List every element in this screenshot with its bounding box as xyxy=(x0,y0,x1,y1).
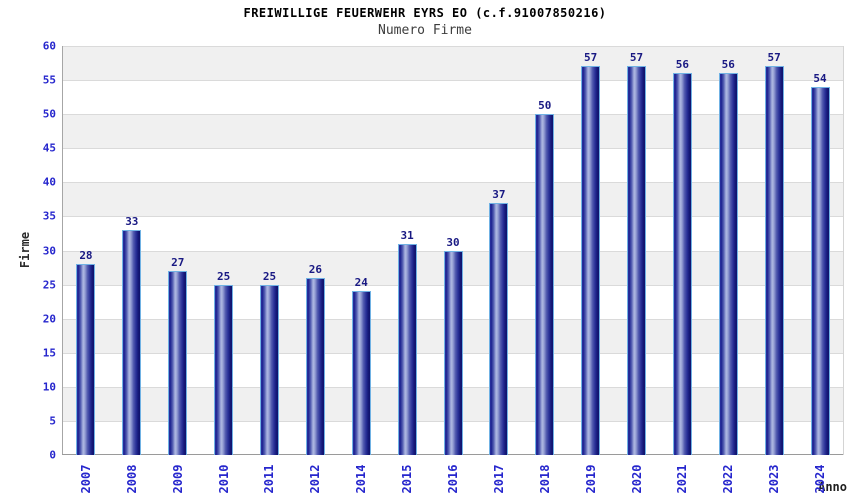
chart-subtitle: Numero Firme xyxy=(378,23,472,38)
x-tick-label-2016: 2016 xyxy=(446,464,460,494)
bar-value-label: 57 xyxy=(629,51,644,65)
y-tick-label: 10 xyxy=(42,380,56,394)
bar-value-label: 54 xyxy=(813,71,827,85)
bar-2011 xyxy=(259,284,279,455)
y-tick-label: 35 xyxy=(42,209,56,223)
chart-title: FREIWILLIGE FEUERWEHR EYRS EO (c.f.91007… xyxy=(243,6,607,20)
bar-value-label: 27 xyxy=(171,255,185,269)
gridline-y-55 xyxy=(63,80,843,82)
x-tick-label-2017: 2017 xyxy=(491,464,506,494)
bar-value-label: 50 xyxy=(538,99,552,113)
bar-value-label: 26 xyxy=(308,262,322,276)
gridline-y-45 xyxy=(63,148,843,150)
x-tick-label-2009: 2009 xyxy=(170,464,185,494)
plot-band xyxy=(63,182,843,217)
x-tick-label-2024: 2024 xyxy=(813,464,828,494)
bar-2017 xyxy=(489,202,509,455)
bar-value-label: 30 xyxy=(446,235,460,249)
bar-2009 xyxy=(168,270,188,455)
bar-value-label: 28 xyxy=(79,249,93,263)
y-tick-label: 20 xyxy=(42,312,56,326)
bar-value-label: 31 xyxy=(400,228,414,242)
gridline-y-35 xyxy=(63,216,843,218)
bar-2020 xyxy=(627,66,647,455)
y-tick-label: 60 xyxy=(42,39,56,53)
gridline-y-40 xyxy=(63,182,843,184)
bar-2012 xyxy=(305,277,325,455)
bar-2008 xyxy=(122,230,142,455)
x-tick-label-2014: 2014 xyxy=(354,464,369,494)
bar-2024 xyxy=(810,86,830,455)
plot-area: 28 33 27 25 25 26 24 31 30 37 50 57 57 56 56 57 54 xyxy=(62,46,844,455)
bar-2022 xyxy=(718,73,738,455)
x-tick-label-2011: 2011 xyxy=(262,464,277,494)
y-tick-label: 45 xyxy=(42,141,56,155)
x-tick-label-2010: 2010 xyxy=(216,464,231,494)
y-tick-label: 40 xyxy=(42,175,56,189)
bar-value-label: 25 xyxy=(216,269,231,283)
x-tick-label-2021: 2021 xyxy=(675,464,690,494)
x-axis-title: Anno xyxy=(818,480,847,494)
bar-value-label: 33 xyxy=(125,215,139,229)
plot-band xyxy=(63,114,843,149)
bar-2010 xyxy=(214,284,234,455)
x-tick-label-2015: 2015 xyxy=(400,464,415,494)
x-tick-label-2012: 2012 xyxy=(308,464,323,494)
bar-value-label: 37 xyxy=(492,187,506,201)
bar-2018 xyxy=(535,114,555,455)
x-tick-label-2022: 2022 xyxy=(721,464,736,494)
x-tick-label-2023: 2023 xyxy=(767,464,782,494)
bar-2016 xyxy=(443,250,463,455)
gridline-y-60 xyxy=(63,46,843,47)
x-tick-label-2007: 2007 xyxy=(78,464,93,494)
y-tick-label: 15 xyxy=(42,346,56,360)
y-axis-line xyxy=(62,46,63,455)
bar-2023 xyxy=(764,66,784,455)
y-tick-label: 55 xyxy=(42,73,56,87)
bar-2014 xyxy=(351,291,371,455)
bar-2019 xyxy=(581,66,601,455)
bar-value-label: 56 xyxy=(721,58,735,72)
bar-value-label: 56 xyxy=(675,58,690,72)
bar-value-label: 57 xyxy=(767,51,781,65)
bar-value-label: 24 xyxy=(354,276,368,290)
gridline-y-50 xyxy=(63,114,843,116)
bar-2015 xyxy=(397,243,417,455)
x-tick-label-2020: 2020 xyxy=(629,464,644,494)
x-tick-label-2008: 2008 xyxy=(124,464,139,494)
x-tick-label-2019: 2019 xyxy=(583,464,598,494)
bar-2021 xyxy=(672,73,692,455)
bar-value-label: 25 xyxy=(262,269,277,283)
bar-2007 xyxy=(76,264,96,455)
bar-value-label: 57 xyxy=(584,51,598,65)
y-tick-label: 0 xyxy=(49,448,56,462)
plot-band xyxy=(63,148,843,183)
y-tick-label: 5 xyxy=(49,414,56,428)
plot-band xyxy=(63,46,843,81)
y-tick-label: 30 xyxy=(42,244,56,257)
x-tick-label-2018: 2018 xyxy=(537,464,552,494)
y-tick-label: 50 xyxy=(42,107,56,121)
y-tick-label: 25 xyxy=(42,278,56,292)
plot-band xyxy=(63,80,843,115)
plot-band xyxy=(63,216,843,251)
